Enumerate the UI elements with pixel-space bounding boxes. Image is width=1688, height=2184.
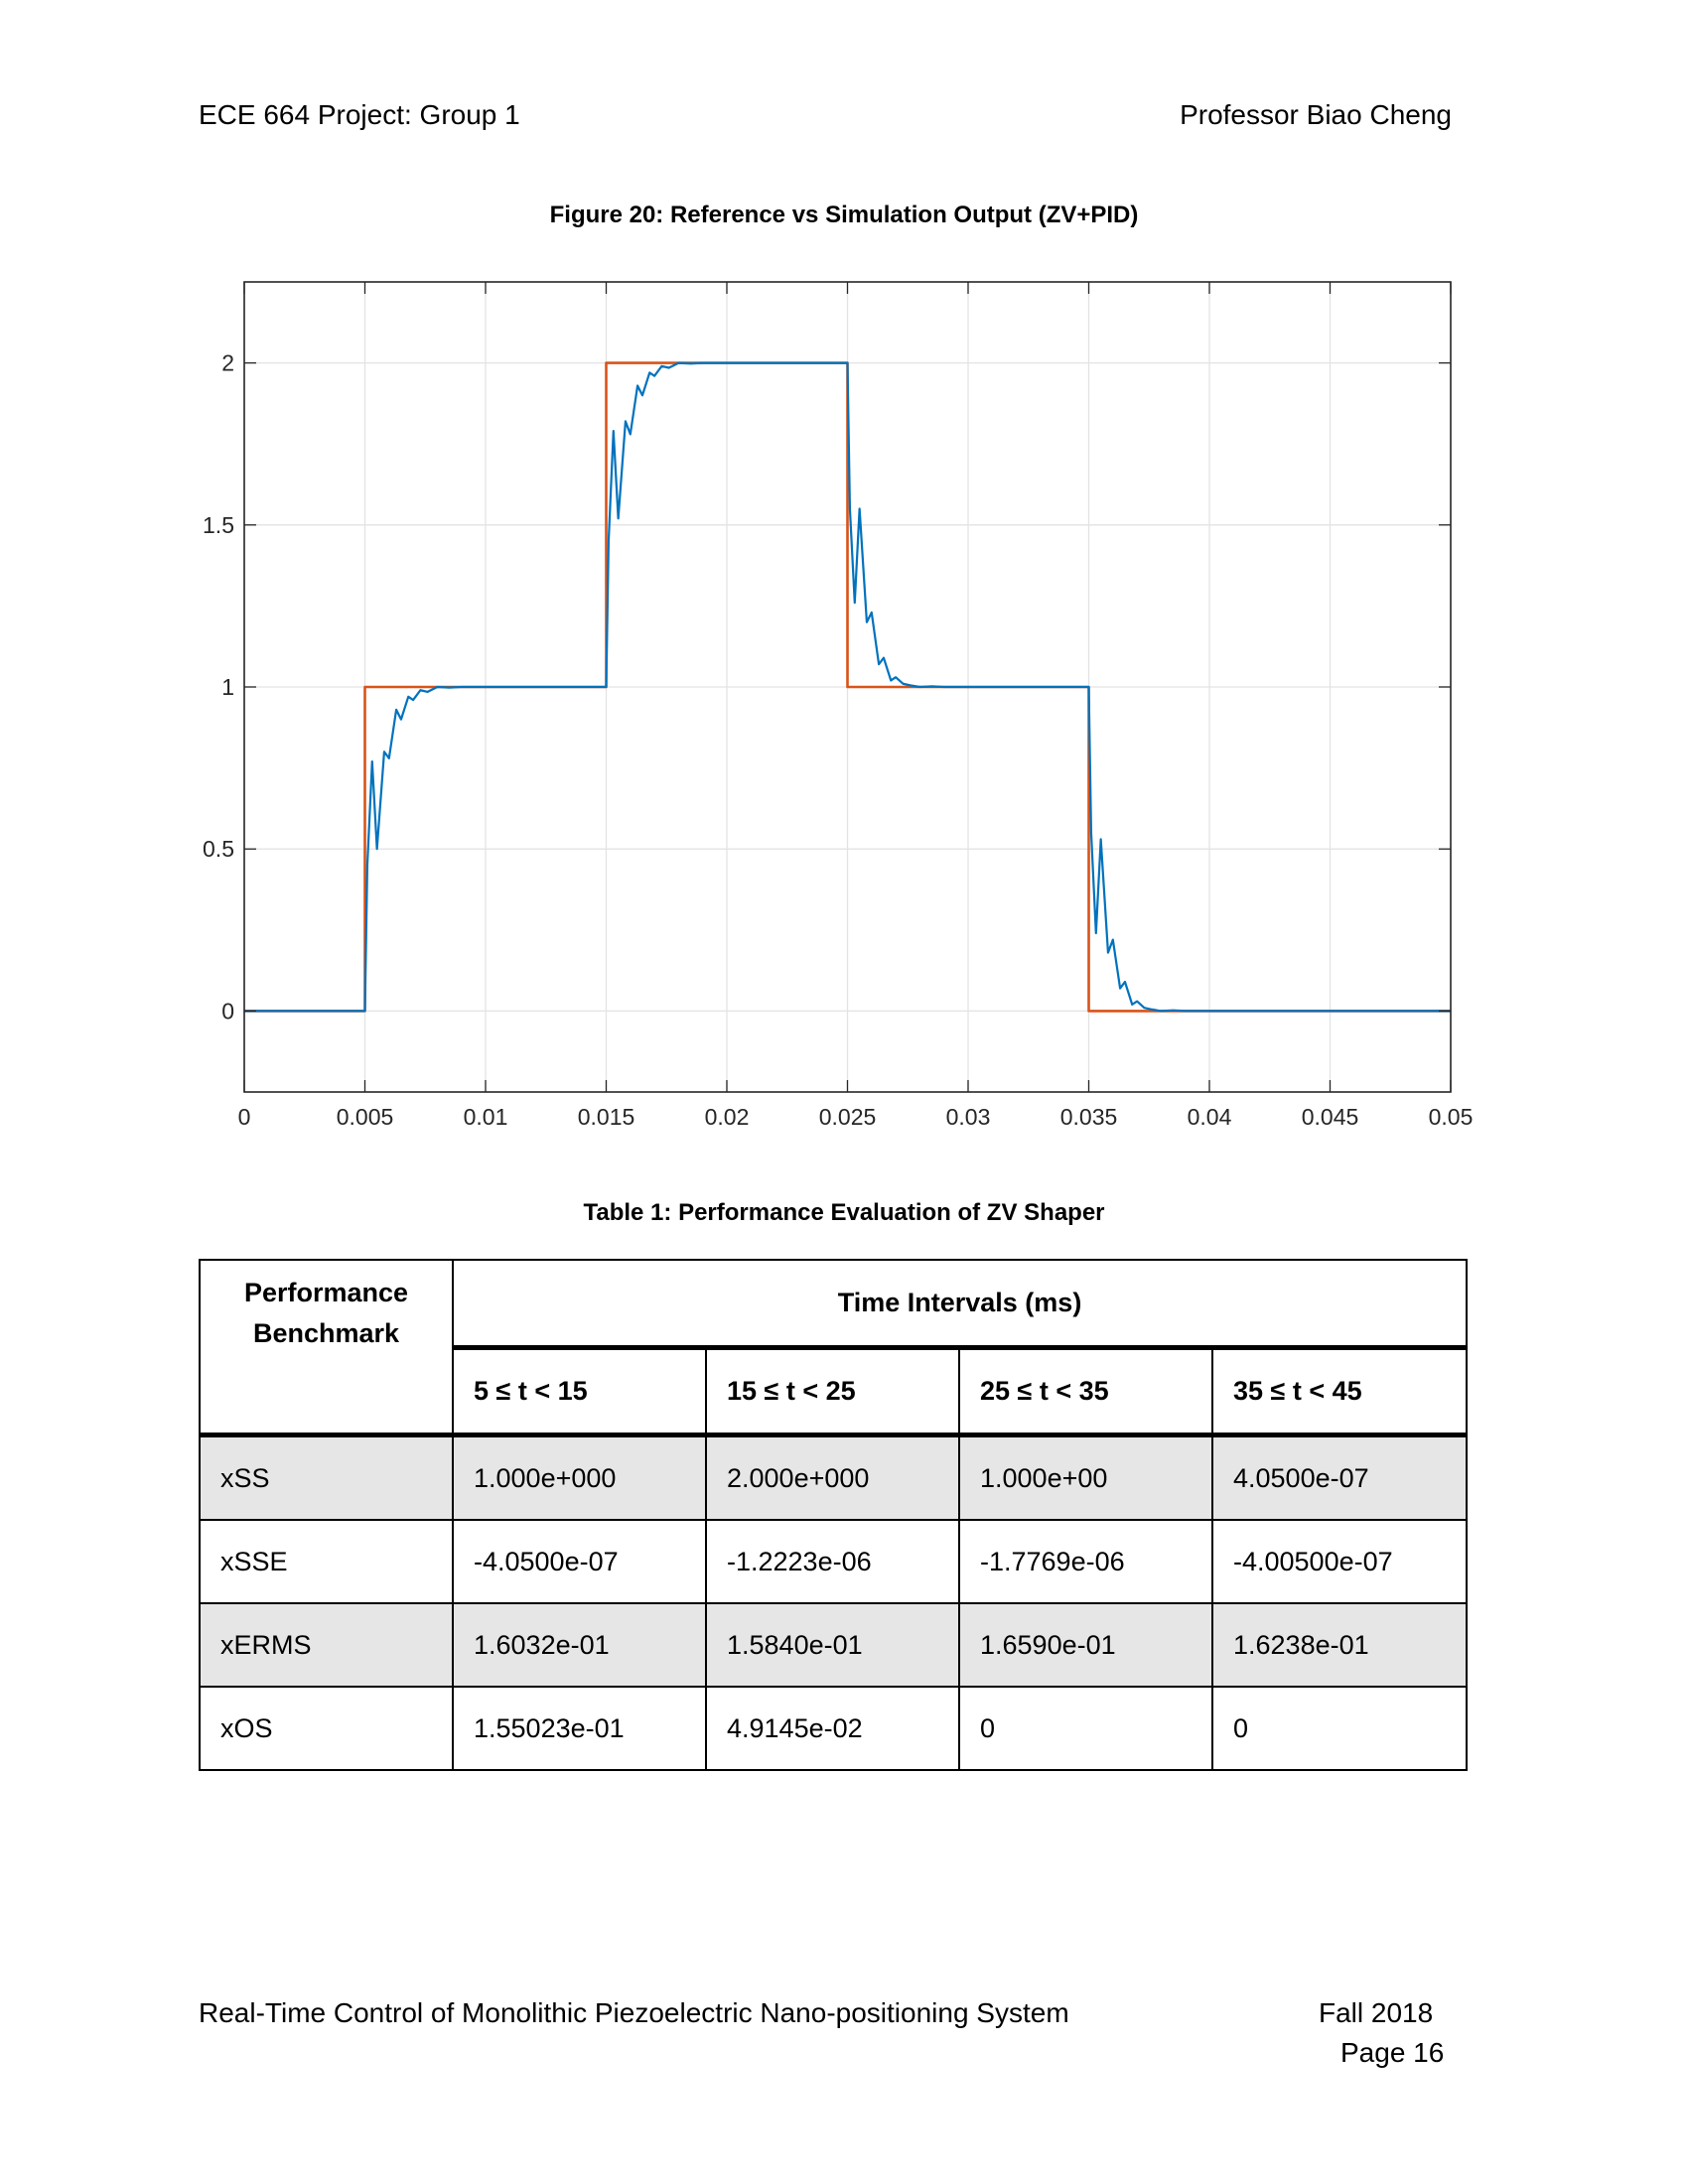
table-cell: 4.0500e-07 xyxy=(1210,1433,1469,1521)
table-row: xSS 1.000e+000 2.000e+000 1.000e+00 4.05… xyxy=(199,1433,1469,1521)
axes-box xyxy=(243,281,1452,1093)
x-tick-label: 0.03 xyxy=(946,1104,991,1130)
table-cell: 1.6590e-01 xyxy=(958,1602,1213,1688)
x-tick-label: 0.015 xyxy=(578,1104,635,1130)
x-tick-label: 0.005 xyxy=(337,1104,394,1130)
x-tick-label: 0.045 xyxy=(1302,1104,1359,1130)
table-cell: 0 xyxy=(958,1686,1213,1771)
axes-layer xyxy=(243,281,1452,1093)
step-response-chart: 0 0.005 0.01 0.015 0.02 0.025 0.03 0.035 0.04 0.0… xyxy=(203,281,1473,1130)
page-number: Page 16 xyxy=(1340,2037,1445,2068)
table-row: xOS 1.55023e-01 4.9145e-02 0 0 xyxy=(199,1686,1469,1771)
series-layer xyxy=(244,361,1451,1013)
x-tick-label: 0.05 xyxy=(1429,1104,1474,1130)
row-label: xSS xyxy=(199,1433,454,1521)
table-caption: Table 1: Performance Evaluation of ZV Sh… xyxy=(583,1199,1105,1226)
y-tick-label: 2 xyxy=(221,350,234,376)
page-header-left: ECE 664 Project: Group 1 xyxy=(199,99,520,130)
table-cell: 0 xyxy=(1210,1686,1469,1771)
row-label: xOS xyxy=(199,1686,454,1771)
row-label: xSSE xyxy=(199,1519,454,1604)
y-tick-label: 0 xyxy=(221,998,234,1024)
page-header-right: Professor Biao Cheng xyxy=(1180,99,1452,130)
footer-title: Real-Time Control of Monolithic Piezoele… xyxy=(199,1997,1069,2028)
table-cell: -1.2223e-06 xyxy=(705,1519,960,1604)
table-row: xSSE -4.0500e-07 -1.2223e-06 -1.7769e-06… xyxy=(199,1519,1469,1604)
table-cell: 1.55023e-01 xyxy=(452,1686,707,1771)
x-tick-label: 0.04 xyxy=(1188,1104,1232,1130)
column-header: 5 ≤ t < 15 xyxy=(452,1345,707,1436)
table-cell: 1.5840e-01 xyxy=(705,1602,960,1688)
row-label: xERMS xyxy=(199,1602,454,1688)
y-tick-label: 1.5 xyxy=(203,512,234,538)
column-header: 25 ≤ t < 35 xyxy=(958,1345,1213,1436)
x-tick-label: 0.01 xyxy=(464,1104,508,1130)
table-cell: 1.6238e-01 xyxy=(1210,1602,1469,1688)
x-tick-label: 0 xyxy=(238,1104,251,1130)
table-cell: -4.00500e-07 xyxy=(1210,1519,1469,1604)
y-tick-label: 1 xyxy=(221,674,234,700)
column-header: 15 ≤ t < 25 xyxy=(705,1345,960,1436)
intervals-header: Time Intervals (ms) xyxy=(451,1259,1469,1349)
benchmark-header: Performance Benchmark xyxy=(199,1259,454,1436)
table-cell: -1.7769e-06 xyxy=(958,1519,1213,1604)
table-cell: 1.6032e-01 xyxy=(452,1602,707,1688)
x-tick-label: 0.025 xyxy=(819,1104,877,1130)
table-cell: 2.000e+000 xyxy=(705,1433,960,1521)
table-row: xERMS 1.6032e-01 1.5840e-01 1.6590e-01 1… xyxy=(199,1602,1469,1688)
table-cell: -4.0500e-07 xyxy=(452,1519,707,1604)
column-header: 35 ≤ t < 45 xyxy=(1210,1345,1469,1436)
x-tick-label: 0.02 xyxy=(705,1104,750,1130)
table-cell: 1.000e+000 xyxy=(452,1433,707,1521)
table-cell: 1.000e+00 xyxy=(958,1433,1213,1521)
simulation-line xyxy=(244,361,1451,1013)
table-cell: 4.9145e-02 xyxy=(705,1686,960,1771)
y-tick-label: 0.5 xyxy=(203,836,234,862)
performance-table: Performance Benchmark Time Intervals (ms… xyxy=(199,1259,1469,1771)
footer-term: Fall 2018 xyxy=(1319,1997,1434,2028)
ticks-layer: 0 0.005 0.01 0.015 0.02 0.025 0.03 0.035 0.04 0.0… xyxy=(203,350,1473,1130)
x-tick-label: 0.035 xyxy=(1060,1104,1118,1130)
figure-caption: Figure 20: Reference vs Simulation Outpu… xyxy=(549,202,1139,228)
